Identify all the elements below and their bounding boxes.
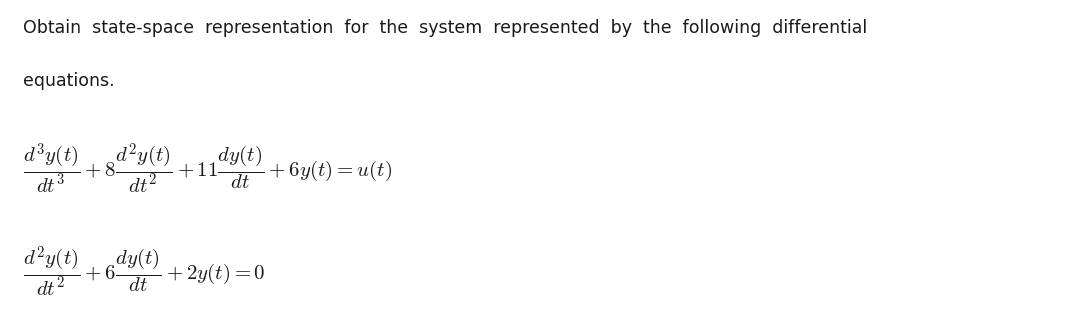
Text: $\dfrac{d^2y(t)}{dt^2} + 6\dfrac{dy(t)}{dt} + 2y(t) = 0$: $\dfrac{d^2y(t)}{dt^2} + 6\dfrac{dy(t)}{… [24, 245, 266, 299]
Text: equations.: equations. [24, 72, 115, 90]
Text: Obtain  state-space  representation  for  the  system  represented  by  the  fol: Obtain state-space representation for th… [24, 19, 868, 37]
Text: $\dfrac{d^3y(t)}{dt^3} + 8\dfrac{d^2y(t)}{dt^2} + 11\dfrac{dy(t)}{dt} + 6y(t) = : $\dfrac{d^3y(t)}{dt^3} + 8\dfrac{d^2y(t)… [24, 142, 393, 196]
